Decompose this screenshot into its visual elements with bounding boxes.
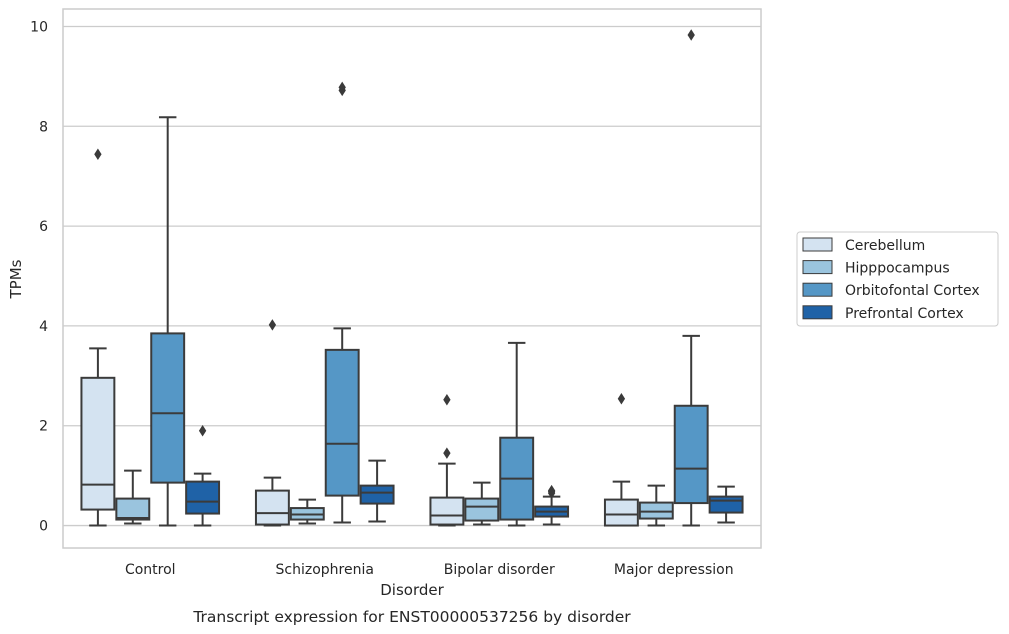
x-tick-label: Control xyxy=(125,562,176,578)
legend-item: Orbitofontal Cortex xyxy=(802,282,980,299)
box-orbitofontal-cortex-bipolar-disorder xyxy=(499,341,535,527)
box-hipppocampus-control xyxy=(115,469,151,525)
legend-frame xyxy=(796,231,999,327)
y-tick-labels: 0 2 4 6 8 10 xyxy=(30,19,48,534)
y-tick-label: 2 xyxy=(39,419,48,435)
legend: Cerebellum Hipppocampus Orbitofontal Corte… xyxy=(796,231,999,327)
outlier-point xyxy=(268,319,277,331)
box-iqr xyxy=(359,484,395,505)
box-prefrontal-cortex-major-depression xyxy=(708,485,744,524)
box-iqr xyxy=(464,497,500,522)
box-iqr xyxy=(150,332,186,484)
outlier-point xyxy=(687,29,695,41)
legend-swatch xyxy=(802,237,833,252)
box-iqr xyxy=(603,498,639,527)
box-prefrontal-cortex-schizophrenia xyxy=(359,459,395,523)
box-iqr xyxy=(80,376,116,511)
legend-item: Prefrontal Cortex xyxy=(802,305,964,322)
chart-caption: Transcript expression for ENST0000053725… xyxy=(192,608,631,626)
box-iqr xyxy=(429,496,465,526)
box-prefrontal-cortex-control xyxy=(185,424,221,527)
box-iqr xyxy=(115,497,151,521)
x-axis-title: Disorder xyxy=(380,581,444,599)
legend-swatch xyxy=(802,305,833,320)
y-axis-title: TPMs xyxy=(7,259,25,299)
x-tick-labels: Control Schizophrenia Bipolar disorder Majo… xyxy=(125,562,734,578)
box-iqr xyxy=(673,404,709,505)
y-tick-label: 10 xyxy=(30,19,48,35)
legend-label: Hipppocampus xyxy=(845,261,950,277)
box-cerebellum-major-depression xyxy=(603,393,639,527)
outlier-point xyxy=(547,484,556,497)
box-orbitofontal-cortex-major-depression xyxy=(673,29,709,527)
box-iqr xyxy=(708,495,744,514)
x-tick-label: Major depression xyxy=(614,562,734,578)
box-orbitofontal-cortex-schizophrenia xyxy=(324,81,360,524)
y-tick-label: 8 xyxy=(39,119,48,135)
plot-frame xyxy=(62,8,762,549)
box-hipppocampus-major-depression xyxy=(638,484,674,527)
y-tick-label: 0 xyxy=(39,519,48,535)
x-tick-label: Schizophrenia xyxy=(276,562,374,578)
legend-label: Orbitofontal Cortex xyxy=(845,283,980,299)
outlier-point xyxy=(198,424,207,437)
box-hipppocampus-schizophrenia xyxy=(289,498,325,525)
outlier-point xyxy=(617,393,626,405)
outlier-point xyxy=(338,81,346,94)
box-iqr xyxy=(254,489,290,526)
y-tick-label: 4 xyxy=(39,319,48,335)
box-cerebellum-bipolar-disorder xyxy=(429,394,465,527)
box-prefrontal-cortex-bipolar-disorder xyxy=(534,484,570,526)
box-iqr xyxy=(185,480,221,515)
legend-label: Cerebellum xyxy=(845,238,925,254)
legend-swatch xyxy=(802,260,833,275)
outlier-point xyxy=(443,447,451,459)
y-tick-label: 6 xyxy=(39,219,48,235)
x-tick-label: Bipolar disorder xyxy=(444,562,555,578)
box-hipppocampus-bipolar-disorder xyxy=(464,481,500,526)
box-orbitofontal-cortex-control xyxy=(150,116,186,527)
box-cerebellum-control xyxy=(80,148,116,527)
box-layer xyxy=(80,29,744,527)
box-cerebellum-schizophrenia xyxy=(254,319,290,527)
legend-item: Hipppocampus xyxy=(802,260,950,277)
legend-label: Prefrontal Cortex xyxy=(845,306,964,322)
outlier-point xyxy=(94,148,102,160)
legend-item: Cerebellum xyxy=(802,237,925,254)
outlier-point xyxy=(443,394,451,406)
legend-swatch xyxy=(802,282,833,297)
box-iqr xyxy=(324,348,360,497)
